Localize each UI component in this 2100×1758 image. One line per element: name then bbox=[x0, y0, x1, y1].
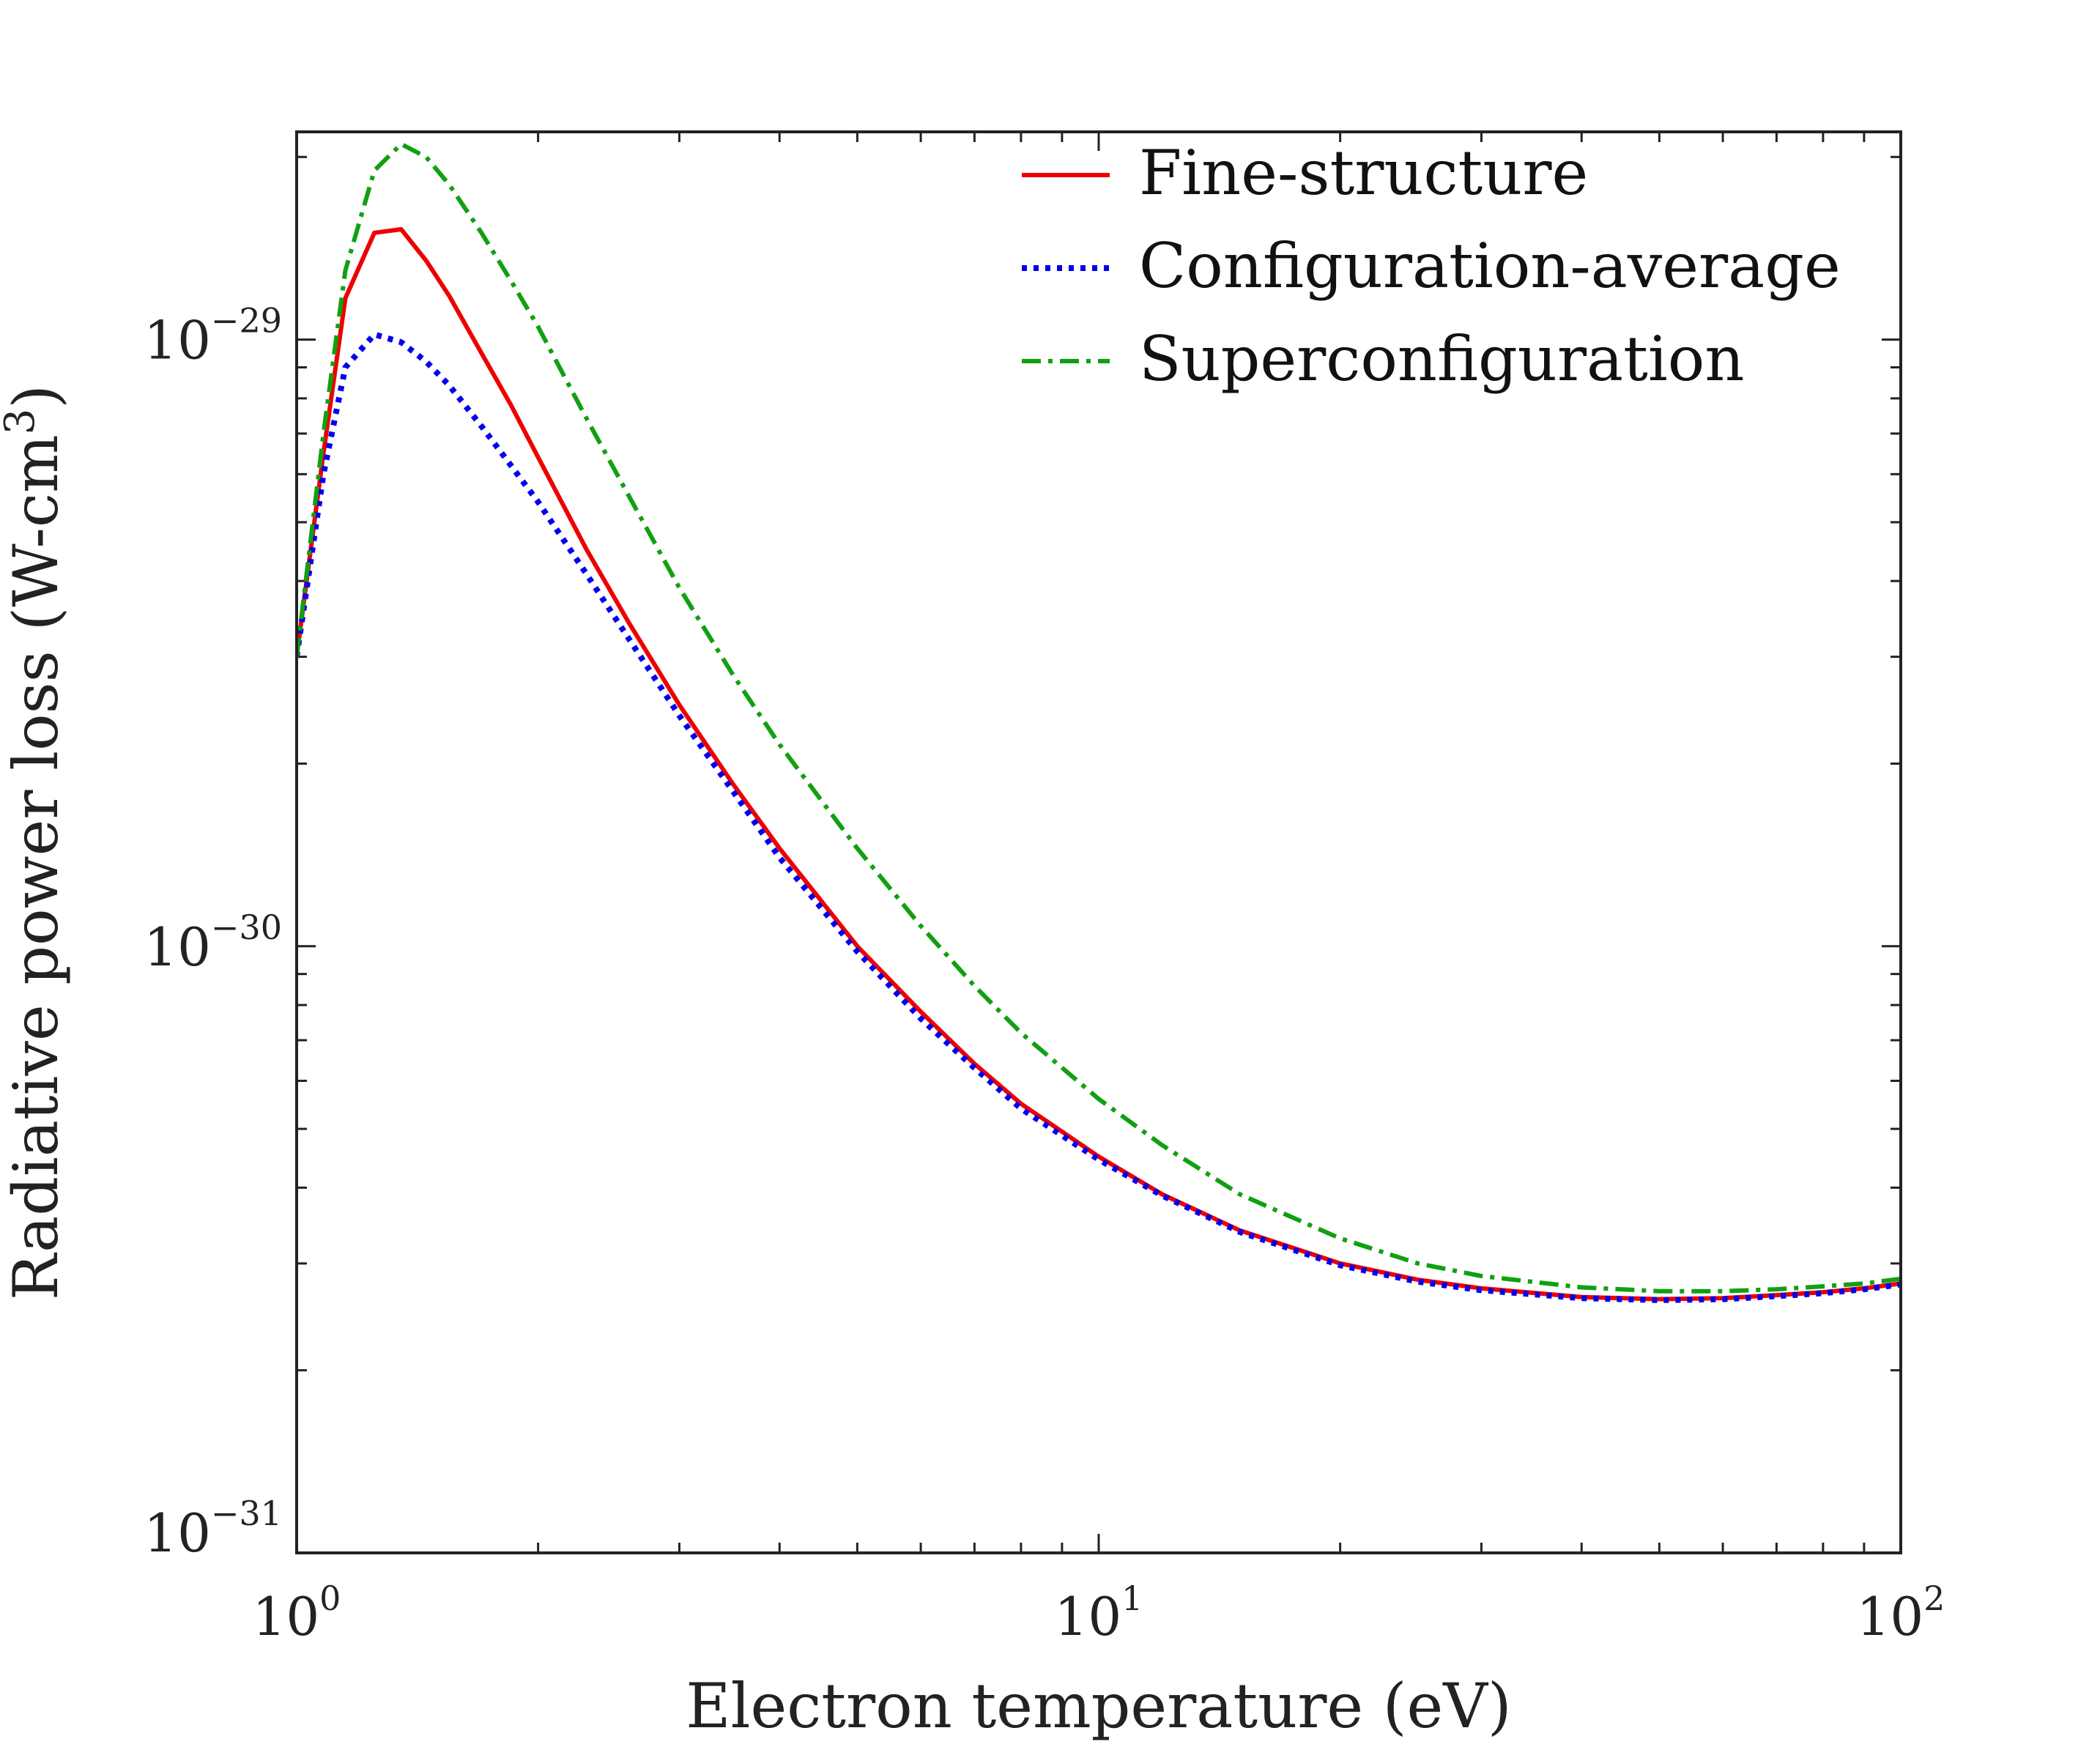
tick-labels: 100 101 102 10−31 10−30 10−29 bbox=[144, 301, 1945, 1647]
x-tick-label: 100 bbox=[253, 1579, 341, 1647]
x-tick-label: 102 bbox=[1857, 1579, 1945, 1647]
y-axis-label-sup: 3 bbox=[0, 409, 44, 435]
x-tick-label: 101 bbox=[1055, 1579, 1143, 1647]
series-superconfiguration bbox=[297, 141, 1901, 1294]
legend-entry: Fine-structure bbox=[1139, 137, 1588, 209]
series-group bbox=[297, 141, 1901, 1303]
y-tick-label: 10−30 bbox=[144, 908, 282, 978]
y-axis-label-main: Radiative power loss (W-cm bbox=[0, 434, 72, 1300]
series-configuration-average bbox=[297, 331, 1901, 1303]
y-tick-label: 10−31 bbox=[144, 1494, 282, 1564]
y-tick-label: 10−29 bbox=[144, 301, 282, 371]
series-fine-structure bbox=[297, 227, 1901, 1302]
y-axis-label-close: ) bbox=[0, 385, 72, 409]
axis-ticks bbox=[295, 132, 1902, 1554]
legend-entry: Superconfiguration bbox=[1139, 323, 1744, 395]
legend-entry: Configuration-average bbox=[1139, 230, 1841, 302]
y-axis-label: Radiative power loss (W-cm3) bbox=[0, 385, 72, 1300]
legend: Fine-structure Configuration-average Super… bbox=[1022, 137, 1841, 395]
plot-frame bbox=[295, 130, 1902, 1554]
x-axis-label: Electron temperature (eV) bbox=[686, 1670, 1511, 1742]
